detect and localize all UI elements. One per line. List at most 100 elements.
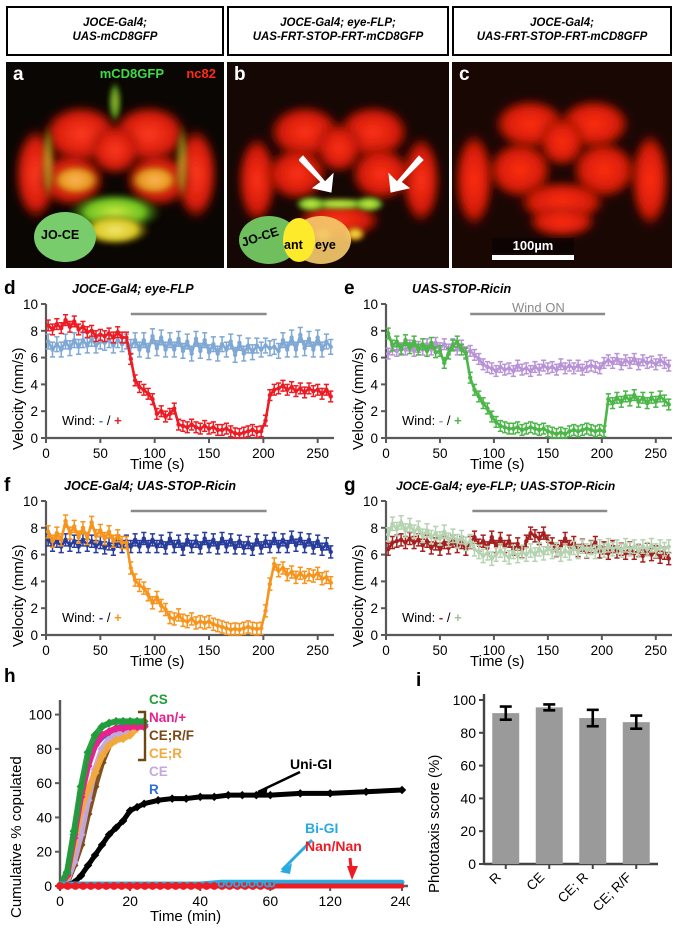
svg-text:6: 6 [370,351,378,366]
genotype-header-2-line1: JOCE-Gal4; eye-FLP; [280,17,396,30]
confocal-panel-a: a mCD8GFP nc82 JO-CE [6,62,224,268]
wind-prefix: Wind: [402,413,436,428]
venn-circle-ant [283,218,315,262]
svg-text:0: 0 [42,643,50,658]
svg-text:4: 4 [370,377,378,392]
svg-text:2: 2 [30,601,38,616]
panel-letter-b: b [234,64,246,85]
wind-prefix: Wind: [62,610,96,625]
panel-e-title: UAS-STOP-Ricin [412,282,512,296]
svg-text:20: 20 [36,844,52,860]
legend-item-r: R [149,782,159,797]
svg-text:50: 50 [432,446,447,461]
panel-d-title: JOCE-Gal4; eye-FLP [72,282,194,296]
svg-text:10: 10 [363,494,378,509]
svg-text:100: 100 [453,692,477,708]
svg-text:60: 60 [36,775,52,791]
svg-text:10: 10 [23,297,38,312]
svg-text:80: 80 [460,725,476,741]
svg-text:40: 40 [36,809,52,825]
panel-g-title: JOCE-Gal4; eye-FLP; UAS-STOP-Ricin [396,479,616,493]
panel-g-ylabel: Velocity (mm/s) [350,544,367,647]
svg-text:60: 60 [460,758,476,774]
panel-f-xlabel: Time (s) [130,653,185,670]
brain-image-c [452,62,672,268]
svg-text:10: 10 [363,297,378,312]
svg-text:0: 0 [382,643,390,658]
svg-text:8: 8 [370,521,378,536]
svg-text:250: 250 [306,446,329,461]
wind-minus: - [438,413,444,428]
wind-prefix: Wind: [402,610,436,625]
wind-minus: - [98,610,104,625]
svg-text:20: 20 [460,823,476,839]
panel-letter-f: f [4,475,11,496]
venn-circle-joce [34,212,96,262]
panel-d-wind-annotation: Wind: - / + [62,413,122,428]
scale-bar: 100µm [492,238,574,260]
wind-plus: + [114,413,122,428]
svg-text:6: 6 [370,548,378,563]
venn-diagram-a: JO-CE [34,212,114,264]
confocal-panel-b: b JO-CE ant eye [227,62,449,268]
svg-text:100: 100 [29,707,53,723]
legend-item-nan-plus: Nan/+ [149,710,187,725]
legend-item-cerf: CE;R/F [149,728,194,743]
panel-d: d JOCE-Gal4; eye-FLP Velocity (mm/s) Tim… [0,278,340,478]
svg-text:8: 8 [30,521,38,536]
svg-text:0: 0 [42,446,50,461]
panel-d-xlabel: Time (s) [130,456,185,473]
svg-text:0: 0 [56,893,64,909]
svg-text:200: 200 [252,643,275,658]
bar-category-label: CE; R [555,869,591,905]
annotation-uni-gi: Uni-GI [290,756,332,772]
legend-item-cer: CE;R [149,746,182,761]
svg-text:40: 40 [192,893,208,909]
panel-letter-c: c [459,64,470,85]
panel-f-title: JOCE-Gal4; UAS-STOP-Ricin [64,479,237,493]
genotype-header-2: JOCE-Gal4; eye-FLP; UAS-FRT-STOP-FRT-mCD… [227,6,449,56]
genotype-header-2-line2: UAS-FRT-STOP-FRT-mCD8GFP [252,31,424,43]
svg-text:2: 2 [370,601,378,616]
scale-bar-line [492,255,574,260]
svg-text:0: 0 [382,446,390,461]
venn-label-eye: eye [315,238,336,252]
wind-on-label: Wind ON [512,300,565,315]
svg-text:200: 200 [591,643,614,658]
wind-slash: / [446,610,451,625]
svg-text:60: 60 [263,893,279,909]
wind-plus: + [454,610,462,625]
panel-letter-h: h [4,666,16,687]
svg-text:100: 100 [143,643,166,658]
svg-text:2: 2 [30,404,38,419]
panel-h: h Cumulative % copulated Time (min) CS N… [0,666,410,937]
annotation-nan-nan: Nan/Nan [305,838,362,854]
svg-text:150: 150 [537,643,560,658]
panel-i: i Phototaxis score (%) 0 20 40 60 80 100 R CE CE… [410,668,678,937]
svg-text:50: 50 [432,643,447,658]
wind-slash: / [446,413,451,428]
svg-text:4: 4 [30,377,38,392]
svg-text:0: 0 [370,431,378,446]
arrow-right-marker [388,155,424,193]
panel-e-wind-annotation: Wind: - / + [402,413,462,428]
wind-plus: + [454,413,462,428]
panel-e-ylabel: Velocity (mm/s) [350,347,367,450]
wind-minus: - [98,413,104,428]
panel-i-plot: 0 20 40 60 80 100 R CE CE; RCE; R/F [453,692,658,914]
svg-text:0: 0 [44,878,52,894]
svg-text:0: 0 [468,856,476,872]
svg-text:50: 50 [93,446,108,461]
svg-text:200: 200 [591,446,614,461]
panel-e-xlabel: Time (s) [470,456,525,473]
svg-text:150: 150 [198,446,221,461]
genotype-header-row: JOCE-Gal4; UAS-mCD8GFP JOCE-Gal4; eye-FL… [6,6,672,56]
confocal-image-row: a mCD8GFP nc82 JO-CE [6,62,672,268]
mcd8gfp-channel-label: mCD8GFP [99,66,164,81]
svg-text:2: 2 [370,404,378,419]
svg-text:4: 4 [30,574,38,589]
